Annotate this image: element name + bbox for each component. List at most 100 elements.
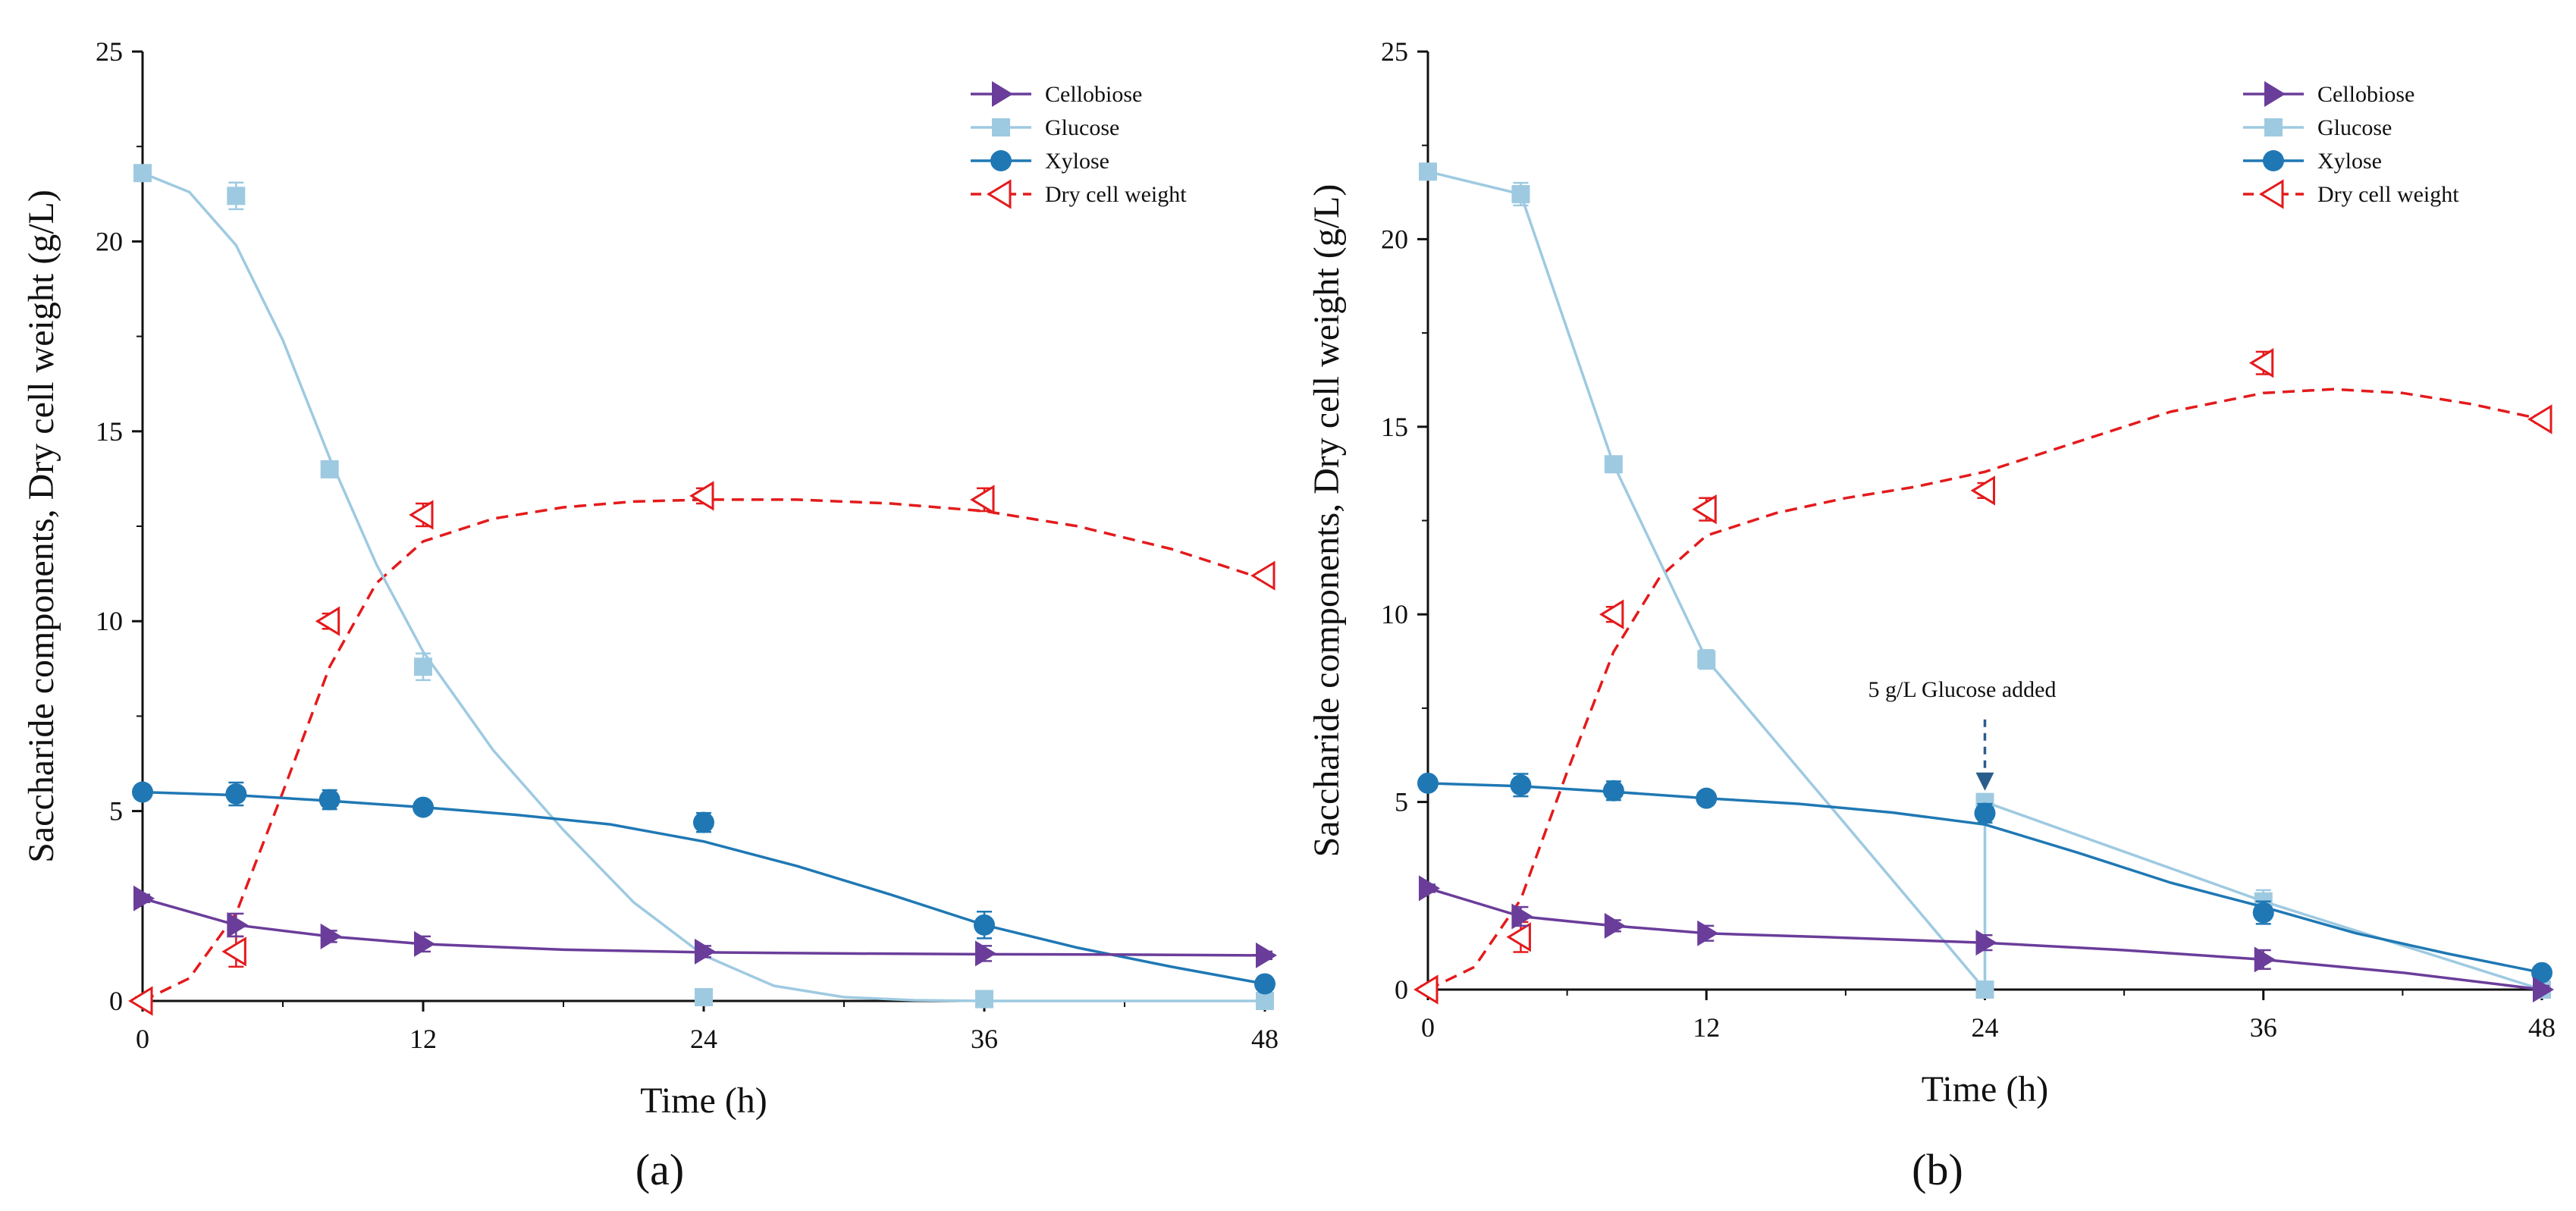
dcw-data-point [1692, 494, 1717, 525]
y-tick-label: 0 [109, 986, 123, 1016]
xylose-data-point [1510, 774, 1532, 796]
dcw-curve [1427, 387, 2543, 991]
dcw-data-point [128, 986, 153, 1016]
xylose-data-point [1417, 772, 1439, 794]
x-tick-label: 48 [2528, 1012, 2556, 1043]
legend-label-cellobiose: Cellobiose [2317, 82, 2414, 107]
xylose-data-point [1696, 787, 1718, 809]
cellobiose-curve [1427, 886, 2543, 991]
cellobiose-data-point [975, 940, 996, 967]
legend-marker-xylose [990, 150, 1012, 171]
y-axis-title: Saccharide components, Dry cell weight (… [1307, 184, 1347, 858]
dcw-data-point [970, 485, 995, 515]
x-tick-label: 0 [1421, 1012, 1435, 1043]
glucose-data-point [227, 187, 246, 205]
glucose-data-point [1511, 185, 1530, 204]
xylose-data-point [1602, 780, 1624, 802]
glucose-data-point [1975, 980, 1994, 999]
x-tick-label: 24 [690, 1024, 717, 1054]
legend-label-glucose: Glucose [2317, 115, 2392, 140]
cellobiose-data-point [133, 885, 155, 911]
xylose-data-point [1254, 973, 1275, 995]
y-axis-title: Saccharide components, Dry cell weight (… [21, 190, 61, 863]
xylose-data-point [132, 781, 153, 803]
xylose-data-point [413, 796, 434, 818]
cellobiose-data-point [1604, 912, 1626, 939]
cellobiose-data-point [1697, 920, 1719, 946]
x-tick-label: 24 [1972, 1012, 1999, 1043]
annotation-arrow-head [1975, 772, 1994, 791]
xylose-data-point [974, 914, 995, 936]
xylose-data-point [318, 789, 340, 811]
panel-a: 0 5 10 15 20 25 0 12 24 36 48 Time (h) Saccharide co… [21, 36, 1279, 1194]
x-tick-label: 36 [2250, 1012, 2277, 1043]
legend: Cellobiose Glucose Xylose Dry cell weight [971, 81, 1187, 209]
legend-marker-cellobiose [992, 81, 1013, 107]
cellobiose-data-point [2254, 946, 2276, 973]
legend-marker-xylose [2263, 150, 2284, 171]
cellobiose-data-point [320, 923, 342, 949]
dcw-data-point [1414, 974, 1439, 1005]
dcw-data-point [2248, 348, 2274, 378]
x-tick-label: 12 [1693, 1012, 1720, 1043]
y-tick-label: 15 [96, 416, 123, 447]
cellobiose-data-point [227, 911, 249, 938]
legend-marker-glucose [2264, 118, 2283, 136]
y-tick-label: 25 [96, 36, 123, 67]
xylose-data-point [225, 783, 247, 805]
y-tick-label: 10 [96, 606, 123, 636]
legend-marker-cellobiose [2264, 81, 2286, 107]
glucose-data-point [414, 657, 432, 676]
cellobiose-curve [142, 897, 1266, 957]
glucose-data-point [695, 987, 713, 1006]
glucose-data-point [1697, 650, 1716, 669]
y-tick-label: 20 [96, 226, 123, 256]
panel-label: (a) [635, 1145, 684, 1194]
legend-label-glucose: Glucose [1045, 115, 1119, 140]
x-tick-label: 36 [971, 1024, 998, 1054]
panel-label: (b) [1912, 1145, 1963, 1194]
dcw-data-point [689, 481, 714, 511]
x-axis-title: Time (h) [1922, 1069, 2049, 1109]
legend-label-xylose: Xylose [2317, 149, 2382, 174]
dcw-data-point [1506, 922, 1531, 952]
x-tick-label: 0 [136, 1024, 149, 1054]
legend-label-xylose: Xylose [1045, 149, 1109, 174]
dcw-data-point [1599, 599, 1624, 629]
xylose-data-point [1974, 802, 1996, 824]
glucose-curve [1427, 170, 2543, 991]
glucose-data-point [133, 164, 152, 183]
dcw-data-point [1250, 560, 1275, 591]
y-tick-label: 25 [1381, 36, 1408, 67]
y-tick-label: 10 [1381, 599, 1408, 629]
xylose-data-point [2252, 902, 2274, 924]
dcw-data-point [409, 500, 434, 530]
legend: Cellobiose Glucose Xylose Dry cell weight [2243, 81, 2459, 209]
cellobiose-data-point [414, 930, 435, 957]
x-tick-label: 12 [409, 1024, 437, 1054]
cellobiose-data-point [1256, 942, 1277, 968]
legend-label-dcw: Dry cell weight [2317, 182, 2459, 207]
dcw-data-point [1970, 475, 1995, 506]
legend-marker-dcw [2259, 179, 2284, 209]
xylose-data-point [693, 811, 714, 833]
y-tick-label: 5 [1395, 787, 1408, 817]
dcw-data-point [315, 606, 340, 636]
cellobiose-data-point [1419, 875, 1440, 902]
cellobiose-data-point [2533, 977, 2554, 1002]
glucose-data-point [1256, 992, 1274, 1010]
legend-marker-glucose [992, 118, 1010, 136]
legend-label-dcw: Dry cell weight [1045, 182, 1187, 207]
glucose-data-point [975, 990, 993, 1009]
cellobiose-data-point [1975, 930, 1997, 956]
annotation-text: 5 g/L Glucose added [1868, 677, 2057, 702]
cellobiose-data-point [1511, 903, 1533, 930]
x-tick-label: 48 [1251, 1024, 1279, 1054]
dcw-data-point [221, 936, 246, 967]
y-tick-label: 15 [1381, 412, 1408, 442]
glucose-curve [142, 171, 1265, 1002]
dcw-data-point [2527, 404, 2552, 435]
glucose-data-point [1604, 455, 1623, 474]
y-tick-label: 20 [1381, 224, 1408, 254]
dcw-curve [142, 498, 1266, 1002]
